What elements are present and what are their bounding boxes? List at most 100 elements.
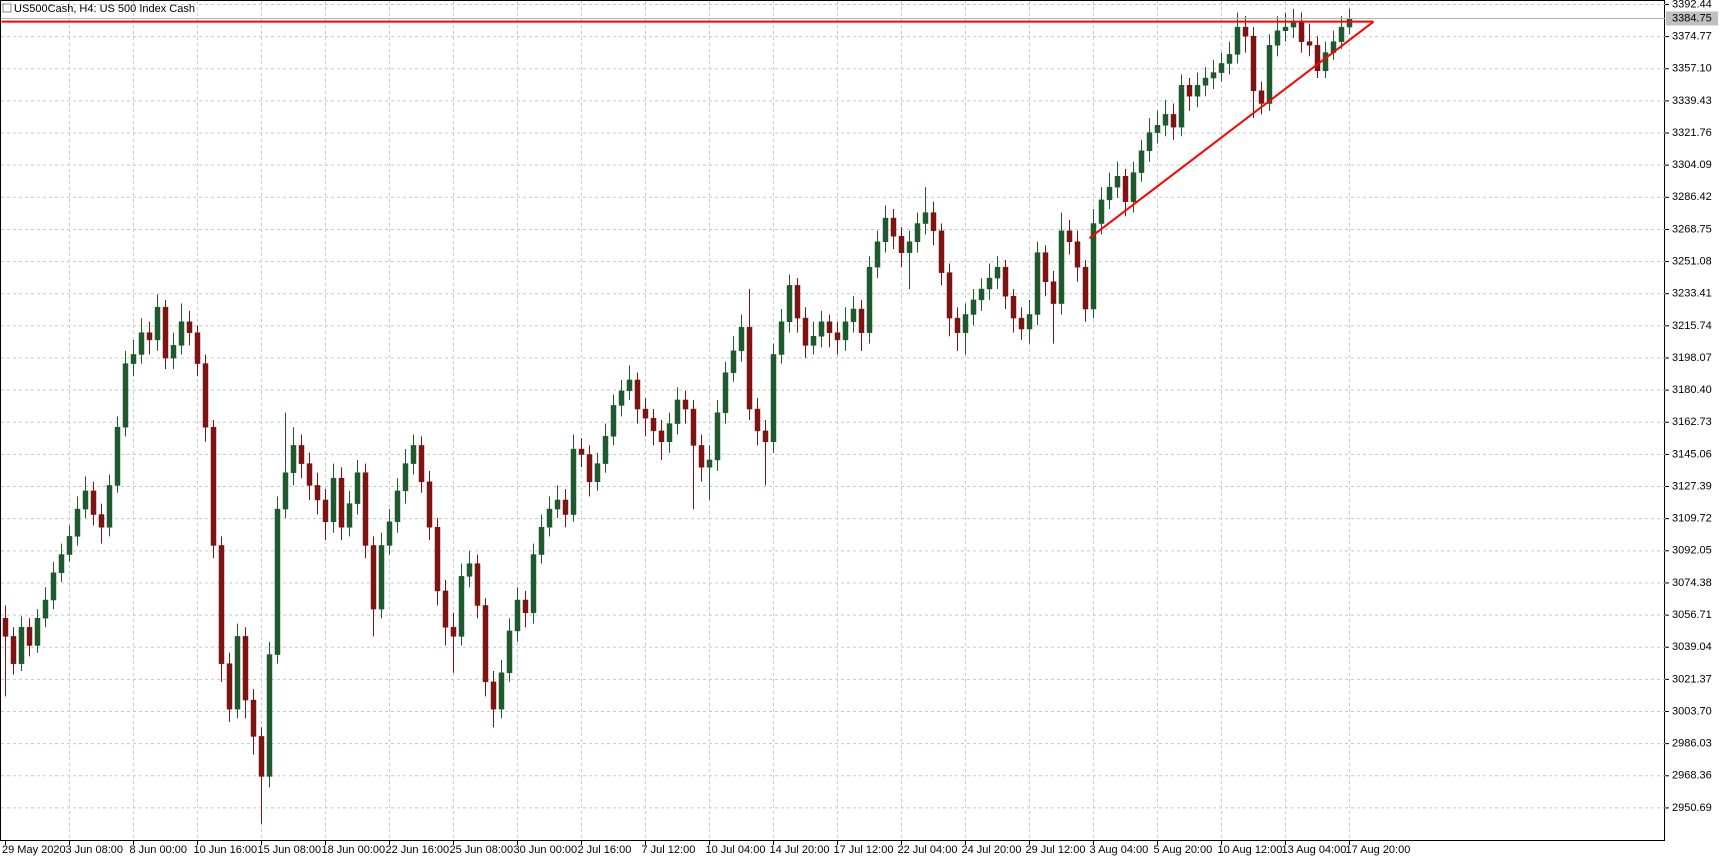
candle-body xyxy=(930,212,937,232)
x-tick-label: 2 Jul 16:00 xyxy=(578,844,632,856)
candle-body xyxy=(122,363,129,428)
candle-body xyxy=(1210,72,1217,79)
chart-title: US500Cash, H4: US 500 Index Cash xyxy=(14,3,195,15)
candle-body xyxy=(890,217,897,237)
candle-body xyxy=(898,236,905,253)
candle-body xyxy=(474,563,481,606)
title-icon xyxy=(2,3,12,13)
candle-body xyxy=(1186,85,1193,97)
candle-body xyxy=(1074,241,1081,268)
y-tick-label: 3003.70 xyxy=(1672,705,1712,717)
candle-body xyxy=(1306,41,1313,46)
candle-body xyxy=(1170,114,1177,128)
candle-body xyxy=(66,536,73,555)
candle-body xyxy=(346,503,353,528)
candle-body xyxy=(114,426,121,486)
candle-body xyxy=(506,630,513,674)
candle-body xyxy=(1130,172,1137,202)
candle-body xyxy=(698,445,705,468)
candle-body xyxy=(978,288,985,301)
candle-body xyxy=(170,345,177,359)
candle-body xyxy=(770,354,777,443)
candle-body xyxy=(906,241,913,253)
candle-body xyxy=(1010,296,1017,319)
y-tick-label: 3251.08 xyxy=(1672,255,1712,267)
candle-body xyxy=(306,463,313,486)
candle-body xyxy=(882,217,889,242)
candle-body xyxy=(250,699,257,737)
x-tick-label: 15 Jun 08:00 xyxy=(258,844,322,856)
x-tick-label: 29 Jul 12:00 xyxy=(1026,844,1086,856)
candle-body xyxy=(426,481,433,528)
y-tick-label: 3392.44 xyxy=(1672,0,1712,10)
candle-body xyxy=(706,459,713,468)
candle-body xyxy=(850,308,857,322)
y-tick-label: 3268.75 xyxy=(1672,223,1712,235)
x-tick-label: 8 Jun 00:00 xyxy=(130,844,188,856)
candle-body xyxy=(938,230,945,273)
candle-body xyxy=(554,499,561,510)
candle-body xyxy=(730,350,737,373)
y-tick-label: 3357.10 xyxy=(1672,63,1712,75)
y-tick-label: 3021.37 xyxy=(1672,673,1712,685)
candle-body xyxy=(826,321,833,333)
candle-body xyxy=(994,266,1001,279)
candle-body xyxy=(1346,18,1353,28)
x-tick-label: 10 Aug 12:00 xyxy=(1218,844,1283,856)
candle-body xyxy=(1314,45,1321,72)
y-tick-label: 2950.69 xyxy=(1672,802,1712,814)
candle-body xyxy=(106,485,113,528)
candle-body xyxy=(834,332,841,341)
candle-body xyxy=(666,423,673,443)
candle-body xyxy=(362,472,369,546)
candle-body xyxy=(1042,252,1049,282)
candle-body xyxy=(82,490,89,510)
candle-body xyxy=(1018,317,1025,330)
price-label-box xyxy=(1666,11,1718,26)
y-tick-label: 3127.39 xyxy=(1672,480,1712,492)
candle-body xyxy=(1250,35,1257,92)
candle-body xyxy=(282,472,289,510)
candle-body xyxy=(618,390,625,406)
candle-body xyxy=(370,545,377,610)
candle-body xyxy=(330,477,337,523)
candle-body xyxy=(194,332,201,364)
candle-body xyxy=(146,332,153,341)
candle-body xyxy=(26,627,33,646)
candle-body xyxy=(274,508,281,655)
candle-body xyxy=(594,463,601,483)
candle-body xyxy=(818,321,825,337)
y-tick-label: 3092.05 xyxy=(1672,545,1712,557)
y-tick-label: 3304.09 xyxy=(1672,159,1712,171)
x-tick-label: 3 Jun 08:00 xyxy=(66,844,124,856)
candle-body xyxy=(1178,85,1185,128)
trendline xyxy=(1088,20,1375,239)
candle-body xyxy=(954,317,961,333)
x-tick-label: 29 May 2020 xyxy=(2,844,66,856)
candle-body xyxy=(74,508,81,537)
candle-body xyxy=(202,363,209,428)
y-tick-label: 3215.74 xyxy=(1672,320,1712,332)
y-tick-label: 2968.36 xyxy=(1672,770,1712,782)
candle-body xyxy=(18,627,25,664)
candle-body xyxy=(1218,63,1225,73)
candle-body xyxy=(226,663,233,710)
candle-body xyxy=(386,521,393,546)
candle-body xyxy=(418,445,425,483)
candle-body xyxy=(874,241,881,268)
candle-body xyxy=(1202,77,1209,86)
candle-body xyxy=(322,499,329,523)
candle-body xyxy=(1058,230,1065,304)
candle-body xyxy=(378,545,385,610)
candle-body xyxy=(1106,186,1113,201)
y-tick-label: 2986.03 xyxy=(1672,738,1712,750)
candle-body xyxy=(10,636,17,664)
candle-body xyxy=(242,636,249,701)
x-tick-label: 10 Jun 16:00 xyxy=(194,844,258,856)
candle-body xyxy=(682,399,689,410)
candle-body xyxy=(1258,90,1265,104)
candle-body xyxy=(866,266,873,333)
candle-body xyxy=(490,681,497,710)
candle-body xyxy=(1002,266,1009,297)
candle-body xyxy=(154,306,161,341)
